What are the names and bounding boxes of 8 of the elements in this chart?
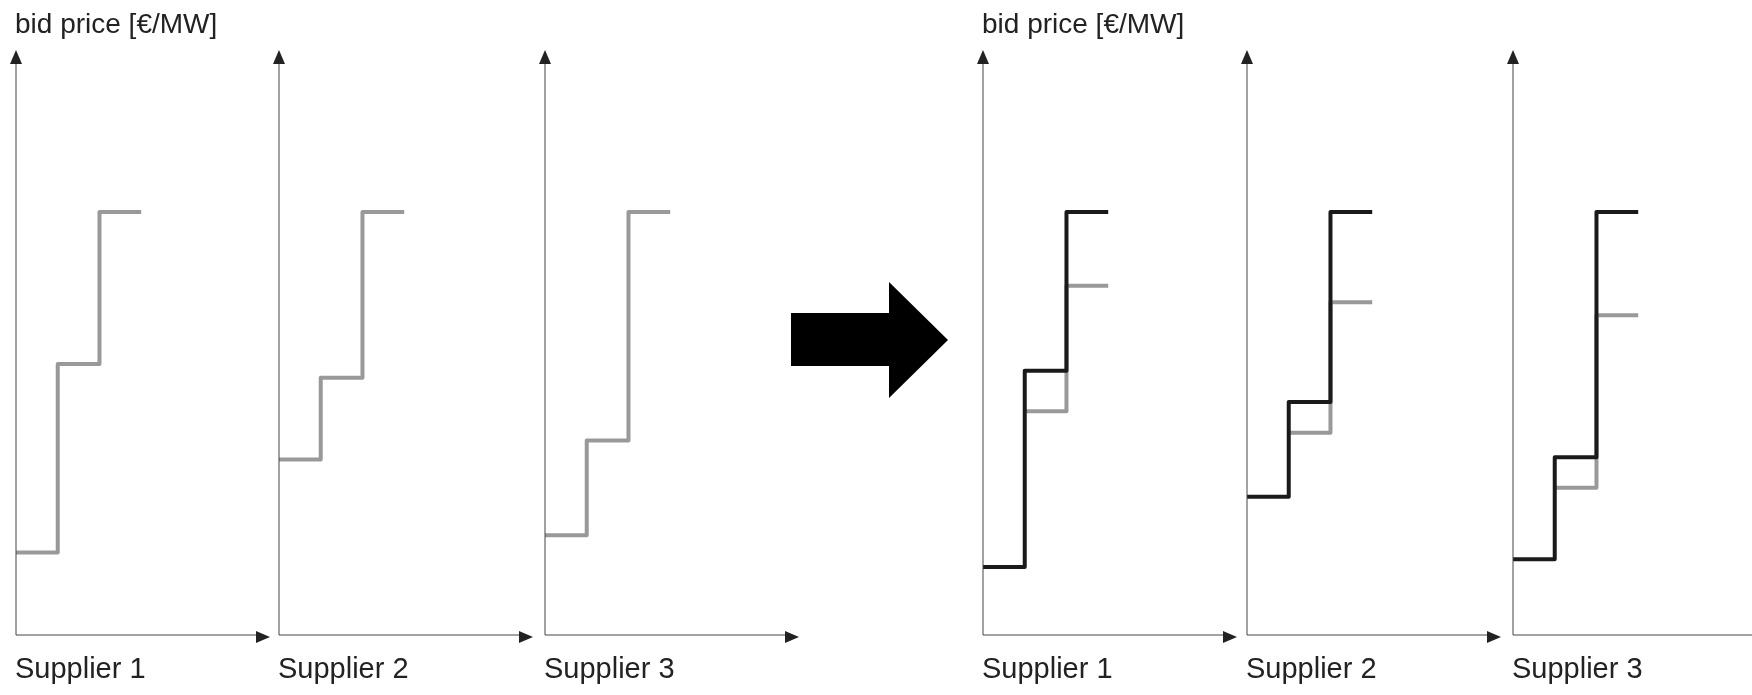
x-axis-title: Supplier 3 bbox=[1512, 652, 1643, 685]
x-axis-title: Supplier 1 bbox=[15, 652, 146, 685]
x-axis-title: Supplier 1 bbox=[982, 652, 1113, 685]
chart-title: bid price [€/MW] bbox=[982, 8, 1185, 40]
x-axis-title: Supplier 3 bbox=[544, 652, 675, 685]
chart-title: bid price [€/MW] bbox=[15, 8, 218, 40]
x-axis-title: Supplier 2 bbox=[1246, 652, 1377, 685]
x-axis-title: Supplier 2 bbox=[278, 652, 409, 685]
